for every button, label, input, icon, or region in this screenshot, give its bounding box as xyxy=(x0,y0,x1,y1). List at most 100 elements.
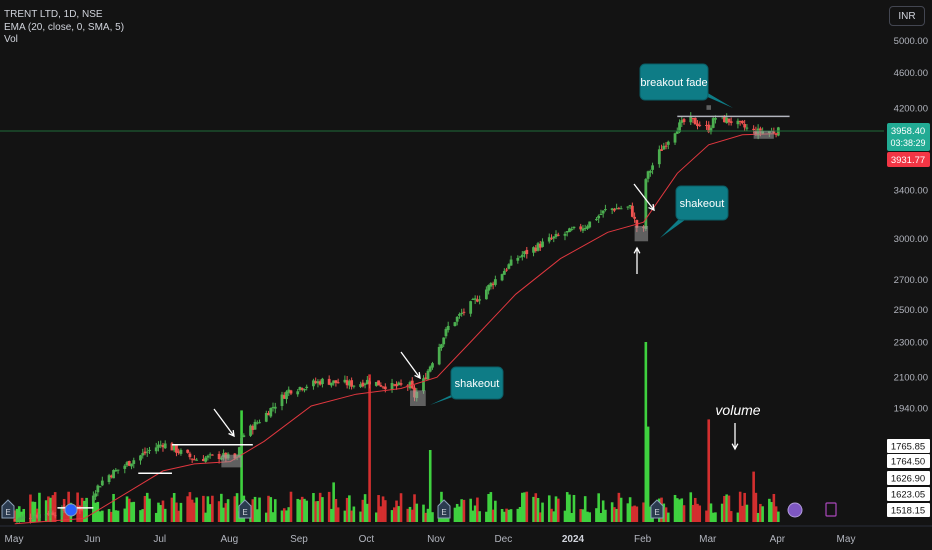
candle-body xyxy=(758,128,762,133)
volume-bar xyxy=(422,504,425,522)
candle-body xyxy=(51,512,55,515)
candle-body xyxy=(518,256,522,258)
candle-body xyxy=(617,208,621,210)
volume-bar xyxy=(729,511,733,522)
volume-bar xyxy=(188,492,192,522)
volume-indicator-label[interactable]: Vol xyxy=(4,34,18,45)
symbol-title[interactable]: TRENT LTD, 1D, NSE xyxy=(4,9,103,20)
candle-body xyxy=(536,243,540,251)
consolidation-box xyxy=(753,130,774,139)
volume-bar xyxy=(303,498,306,522)
candle-body xyxy=(321,378,324,385)
candle-body xyxy=(738,120,742,122)
candle-body xyxy=(595,219,598,221)
shakeout-box xyxy=(634,225,649,242)
candle-body xyxy=(208,454,212,456)
candle-body xyxy=(612,208,616,211)
candle-body xyxy=(729,121,733,123)
volume-bar xyxy=(273,499,277,522)
candle-body xyxy=(204,457,208,462)
candle-body xyxy=(736,120,740,125)
candle-body xyxy=(583,227,587,229)
volume-bar xyxy=(628,497,632,522)
candle-body xyxy=(217,453,221,460)
arrowhead-icon xyxy=(731,443,739,451)
candle-body xyxy=(707,124,711,133)
candle-body xyxy=(604,209,607,211)
volume-bar xyxy=(752,471,755,522)
volume-bar xyxy=(132,501,136,522)
earnings-icon xyxy=(238,499,252,519)
candle-body xyxy=(397,382,401,386)
candle-body xyxy=(20,517,23,520)
time-tick-label: Apr xyxy=(770,534,786,545)
volume-bar xyxy=(154,512,158,522)
candle-body xyxy=(80,509,84,511)
volume-bar xyxy=(581,509,585,522)
candle-body xyxy=(201,459,205,462)
volume-bar xyxy=(583,496,587,522)
volume-bar xyxy=(682,505,686,522)
candle-body xyxy=(507,264,511,269)
volume-bar xyxy=(720,503,724,522)
volume-bar xyxy=(143,495,147,522)
price-tick-label: 2500.00 xyxy=(894,305,928,316)
volume-bar xyxy=(541,502,544,522)
volume-bar xyxy=(768,498,771,522)
volume-bar xyxy=(53,492,57,522)
volume-bar xyxy=(78,505,82,522)
candle-body xyxy=(440,344,443,349)
volume-bar xyxy=(375,512,378,522)
candle-body xyxy=(646,171,650,179)
volume-bar xyxy=(595,508,598,522)
candle-body xyxy=(390,382,394,390)
candle-body xyxy=(453,322,457,327)
volume-bar xyxy=(518,506,522,522)
volume-bar xyxy=(494,500,497,522)
candle-body xyxy=(31,518,35,520)
volume-bar xyxy=(568,494,571,522)
candle-body xyxy=(280,394,284,407)
volume-bar xyxy=(381,496,385,522)
candle-body xyxy=(343,379,347,383)
candle-body xyxy=(186,449,190,453)
candle-body xyxy=(570,228,574,230)
volume-bar xyxy=(745,504,749,522)
candle-body xyxy=(633,216,637,219)
candle-body xyxy=(651,165,654,170)
volume-bar xyxy=(698,505,702,522)
volume-bar xyxy=(368,374,371,522)
candle-body xyxy=(725,117,729,124)
volume-tag-value: 1764.50 xyxy=(891,457,925,468)
volume-bar xyxy=(705,510,708,522)
volume-bar xyxy=(714,512,717,522)
volume-bar xyxy=(673,494,677,522)
volume-bar xyxy=(476,497,479,522)
volume-bar xyxy=(738,491,742,522)
volume-bar xyxy=(44,500,48,522)
candle-body xyxy=(312,380,315,387)
volume-bar xyxy=(269,497,273,522)
volume-bar xyxy=(415,503,419,522)
volume-bar xyxy=(13,510,17,522)
ema-indicator-label[interactable]: EMA (20, close, 0, SMA, 5) xyxy=(4,21,125,33)
currency-button[interactable]: INR xyxy=(889,6,925,26)
volume-bar xyxy=(255,509,259,522)
candle-body xyxy=(240,438,243,446)
event-marker-icon: E xyxy=(238,499,252,519)
candle-body xyxy=(648,170,652,173)
candle-body xyxy=(424,377,428,380)
volume-bar xyxy=(534,493,538,522)
volume-bar xyxy=(487,494,490,522)
candle-body xyxy=(161,445,165,448)
candle-body xyxy=(471,299,475,301)
volume-bar xyxy=(725,494,728,522)
candle-body xyxy=(552,236,556,239)
volume-bar xyxy=(202,495,205,522)
volume-bar xyxy=(125,496,129,522)
candle-body xyxy=(565,231,569,233)
volume-bar xyxy=(552,511,556,522)
volume-bar xyxy=(330,508,333,522)
candle-body xyxy=(473,298,477,300)
